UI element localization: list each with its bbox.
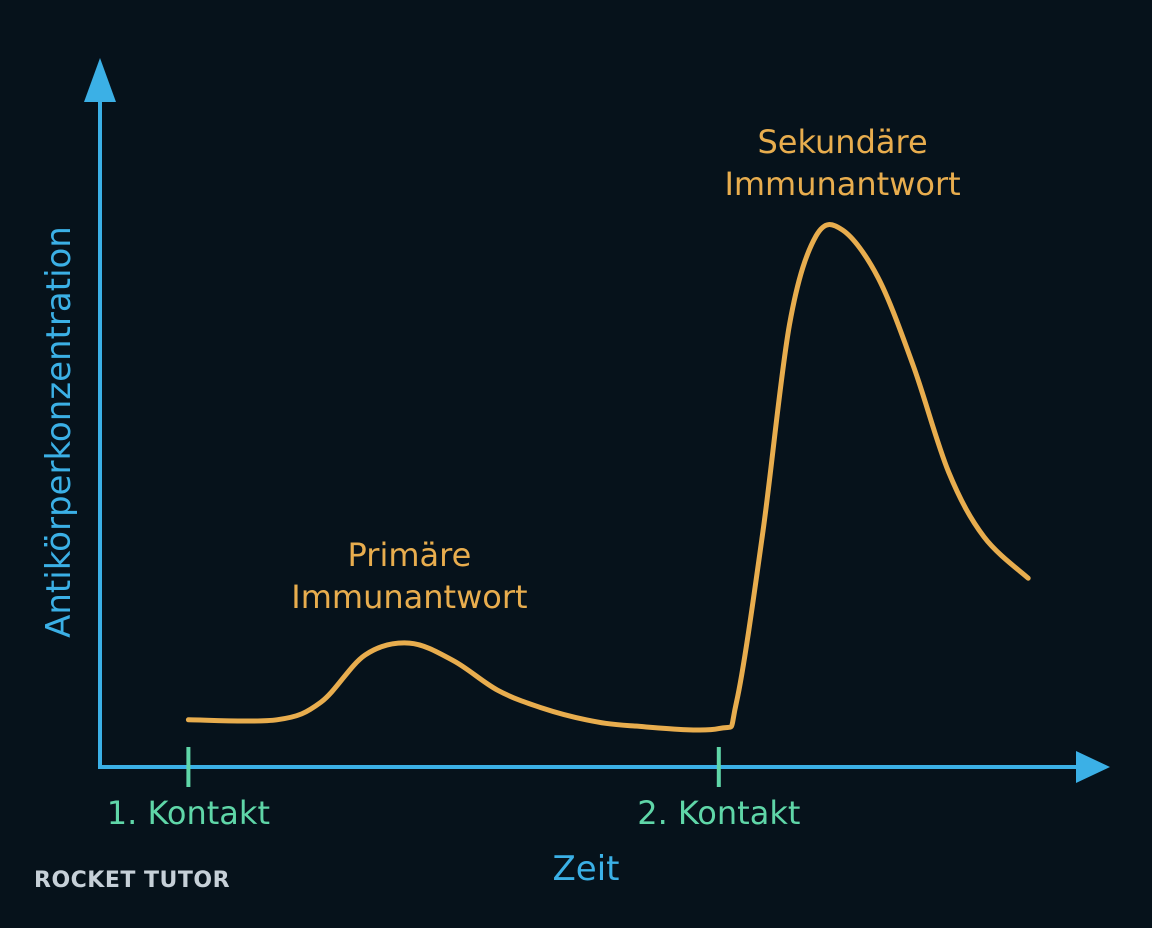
- peak-annotations: Primäre Immunantwort Sekundäre Immunantwort: [291, 123, 960, 616]
- peak-annotation-2-line-1: Sekundäre: [757, 123, 927, 161]
- contact-label-2: 2. Kontakt: [637, 794, 800, 832]
- peak-annotation-1-line-1: Primäre: [348, 536, 472, 574]
- x-axis-title: Zeit: [553, 849, 620, 889]
- y-axis-title: Antikörperkonzentration: [39, 226, 79, 638]
- peak-annotation-1-line-2: Immunantwort: [291, 578, 527, 616]
- antibody-concentration-curve: [185, 222, 1031, 733]
- rocket-tutor-logo: ROCKET TUTOR: [34, 868, 231, 893]
- axes: [84, 58, 1110, 783]
- contact-ticks: 1. Kontakt 2. Kontakt: [107, 747, 800, 832]
- contact-label-1: 1. Kontakt: [107, 794, 270, 832]
- peak-annotation-2-line-2: Immunantwort: [724, 165, 960, 203]
- y-axis-arrowhead: [84, 58, 116, 102]
- x-axis-arrowhead: [1076, 751, 1110, 783]
- antibody-curve-group: [185, 222, 1031, 733]
